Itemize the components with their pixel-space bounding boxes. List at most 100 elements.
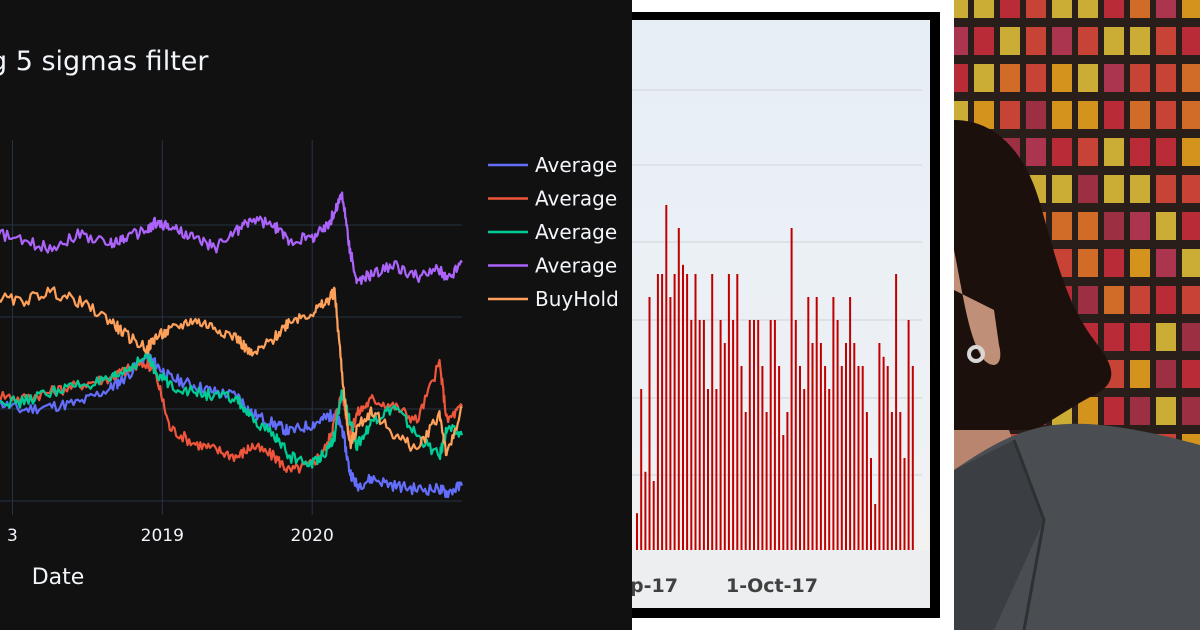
wall-tile bbox=[1078, 101, 1098, 129]
bar bbox=[665, 205, 668, 550]
wall-tile bbox=[1156, 138, 1176, 166]
wall-tile bbox=[1104, 323, 1124, 351]
wall-tile bbox=[1182, 175, 1200, 203]
bar bbox=[652, 481, 655, 550]
wall-tile bbox=[1182, 286, 1200, 314]
bar bbox=[819, 343, 822, 550]
wall-tile bbox=[1104, 0, 1124, 18]
bar bbox=[799, 366, 801, 550]
wall-tile bbox=[1182, 101, 1200, 129]
blazer-lapel bbox=[954, 440, 1044, 630]
wall-tile bbox=[954, 0, 968, 18]
wall-tile bbox=[1130, 138, 1150, 166]
wall-tile bbox=[1000, 0, 1020, 18]
bar bbox=[886, 366, 889, 550]
bar bbox=[761, 366, 764, 550]
wall-tile bbox=[1156, 397, 1176, 425]
bar bbox=[690, 320, 693, 550]
wall-tile bbox=[1182, 0, 1200, 18]
bar bbox=[648, 297, 651, 550]
wall-tile bbox=[954, 27, 968, 55]
bar-chart-grid bbox=[632, 89, 930, 608]
wall-tile bbox=[1130, 27, 1150, 55]
wall-tile bbox=[1130, 0, 1150, 18]
wall-tile bbox=[1156, 286, 1176, 314]
wall-tile bbox=[1000, 101, 1020, 129]
wall-tile bbox=[1156, 64, 1176, 92]
wall-tile bbox=[1104, 286, 1124, 314]
line-chart: g 5 sigmas filter Date 3 2019 2020 Average… bbox=[0, 46, 619, 590]
wall-tile bbox=[1156, 175, 1176, 203]
wall-tile bbox=[1130, 175, 1150, 203]
bar bbox=[807, 297, 810, 550]
wall-tile bbox=[1104, 101, 1124, 129]
wall-tile bbox=[1078, 64, 1098, 92]
bar bbox=[711, 274, 714, 550]
wall-tile bbox=[1156, 27, 1176, 55]
wall-tile bbox=[1156, 0, 1176, 18]
bar bbox=[899, 412, 902, 550]
legend-entry: Average bbox=[535, 220, 617, 244]
bar bbox=[686, 274, 689, 550]
bar bbox=[845, 343, 847, 550]
wall-tile bbox=[1130, 249, 1150, 277]
bar bbox=[707, 389, 709, 550]
line-chart-panel: g 5 sigmas filter Date 3 2019 2020 Average… bbox=[0, 0, 632, 630]
bar bbox=[878, 343, 881, 550]
wall-tile bbox=[1156, 212, 1176, 240]
wall-tile bbox=[1052, 0, 1072, 18]
bar-x-tick-label: 1-Oct-17 bbox=[726, 575, 818, 597]
bar bbox=[719, 320, 722, 550]
series-line bbox=[0, 350, 464, 469]
bar-chart: p-17 1-Oct-17 bbox=[632, 0, 954, 630]
wall-tile bbox=[1026, 138, 1046, 166]
bar-chart-panel: p-17 1-Oct-17 bbox=[632, 0, 954, 630]
bar-chart-bars bbox=[636, 205, 914, 550]
bar bbox=[853, 343, 856, 550]
x-axis-ticks: 3 2019 2020 bbox=[7, 526, 334, 546]
bar bbox=[882, 356, 885, 550]
photo-panel bbox=[954, 0, 1200, 630]
bar bbox=[794, 320, 797, 550]
wall-tile bbox=[1130, 286, 1150, 314]
wall-tile bbox=[974, 0, 994, 18]
wall-tile bbox=[1182, 138, 1200, 166]
wall-tile bbox=[1130, 323, 1150, 351]
bar bbox=[803, 389, 806, 550]
wall-tile bbox=[1156, 249, 1176, 277]
wall-tile bbox=[1182, 64, 1200, 92]
line-chart-series-group bbox=[0, 191, 464, 499]
bar bbox=[832, 297, 835, 550]
bar bbox=[790, 228, 793, 550]
x-axis-label: Date bbox=[32, 565, 85, 590]
bar bbox=[723, 343, 726, 550]
x-tick-label: 2020 bbox=[291, 526, 334, 546]
wall-tile bbox=[1104, 397, 1124, 425]
wall-tile bbox=[1078, 286, 1098, 314]
bar bbox=[661, 274, 664, 550]
bar bbox=[644, 471, 647, 550]
wall-tile bbox=[1130, 212, 1150, 240]
series-line bbox=[0, 286, 463, 457]
bar bbox=[753, 320, 755, 550]
bar bbox=[636, 513, 638, 550]
bar bbox=[769, 320, 772, 550]
series-line bbox=[0, 349, 464, 499]
bar bbox=[740, 366, 743, 550]
photo bbox=[954, 0, 1200, 630]
wall-tile bbox=[1156, 360, 1176, 388]
bar bbox=[656, 274, 659, 550]
chart-background bbox=[632, 20, 930, 608]
wall-tile bbox=[1052, 175, 1072, 203]
bar bbox=[727, 274, 730, 550]
wall-tile bbox=[1078, 397, 1098, 425]
bar bbox=[907, 320, 910, 550]
legend: Average Average Average Average BuyHold bbox=[488, 153, 619, 311]
blazer-lapel-edge bbox=[1012, 439, 1046, 630]
bar bbox=[694, 274, 697, 550]
wall-tile bbox=[1026, 64, 1046, 92]
wall-tile bbox=[1156, 101, 1176, 129]
wall-tile bbox=[1182, 397, 1200, 425]
wall-tile bbox=[1130, 101, 1150, 129]
wall-tile bbox=[1052, 138, 1072, 166]
